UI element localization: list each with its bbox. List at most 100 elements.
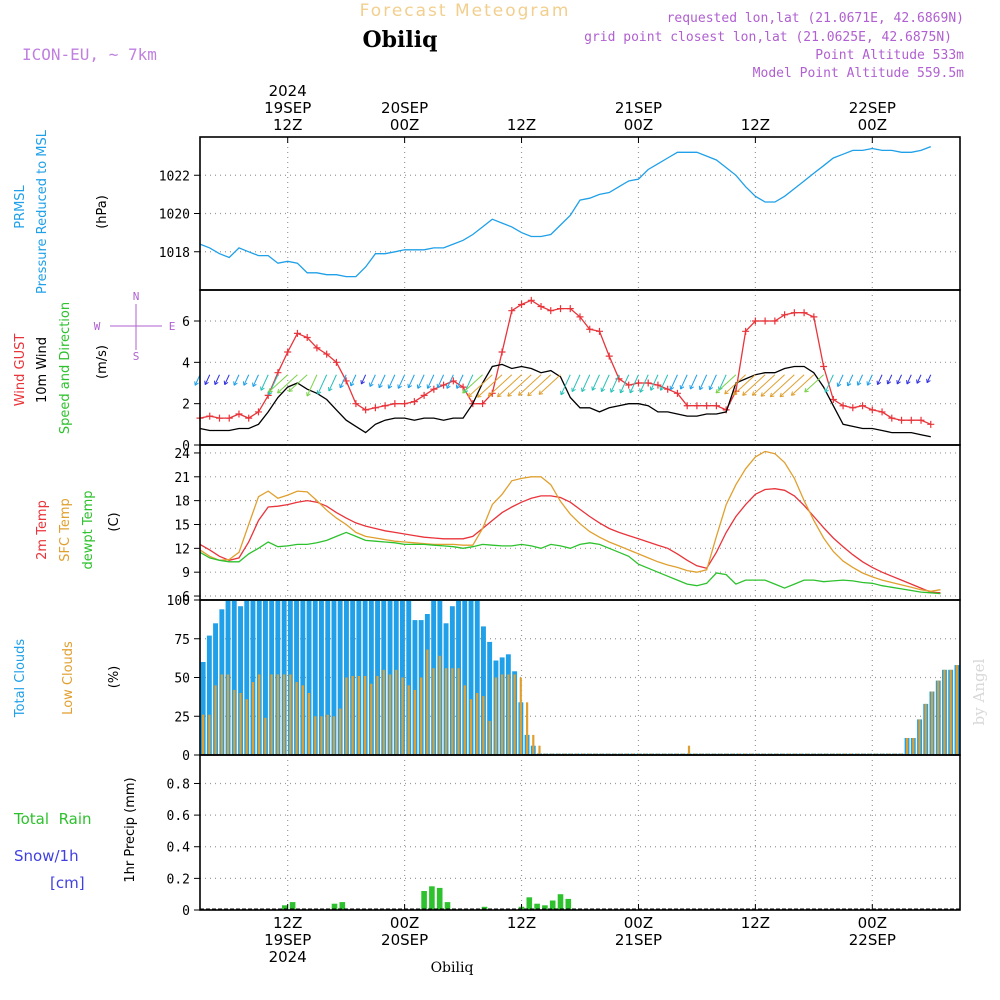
- rain-bar: [429, 886, 435, 910]
- prmsl-label: PRMSL: [13, 184, 28, 228]
- wind-arrow-head: [751, 391, 757, 396]
- wind-arrow-head: [260, 386, 265, 391]
- low-cloud-bar: [413, 689, 416, 755]
- pressure-unit: (hPa): [95, 195, 110, 229]
- wind-arrow-head: [715, 388, 721, 394]
- gust-marker: [849, 404, 857, 412]
- low-cloud-bar: [214, 685, 217, 756]
- wind-10m-label: 10m Wind: [35, 337, 50, 403]
- temp-unit: (C): [107, 512, 122, 531]
- temperature-ytick-label: 21: [174, 471, 190, 486]
- t2m-label: 2m Temp: [35, 500, 50, 560]
- wind-direction-arrow: [268, 374, 289, 393]
- model-label: ICON-EU, ~ 7km: [22, 45, 157, 64]
- wind-arrow-head: [629, 388, 634, 394]
- precip-ytick-label: 0: [182, 904, 190, 919]
- wind-direction-arrow: [779, 374, 805, 398]
- low-cloud-bar: [949, 669, 952, 756]
- low-cloud-bar: [307, 693, 311, 755]
- wind-arrow-head: [698, 385, 704, 391]
- wind-arrow-head: [204, 380, 209, 386]
- low-cloud-bar: [220, 674, 223, 755]
- wind-direction-arrow: [926, 374, 932, 383]
- total-cloud-bar: [319, 600, 324, 755]
- low-cloud-bar: [226, 674, 230, 755]
- requested-coords: requested lon,lat (21.0671E, 42.6869N): [667, 11, 964, 26]
- precip-frame: [199, 754, 961, 911]
- gust-marker: [225, 414, 233, 422]
- wind-arrow-head: [527, 391, 532, 397]
- gust-marker: [878, 408, 886, 416]
- gust-marker: [557, 305, 565, 313]
- clouds-unit: (%): [107, 666, 122, 689]
- low-cloud-bar: [507, 674, 510, 755]
- gust-marker: [391, 400, 399, 408]
- top-time-label: 12Z: [273, 116, 302, 134]
- total-cloud-bar: [406, 600, 412, 755]
- wind-direction-arrow: [437, 374, 445, 389]
- gust-marker: [839, 402, 847, 410]
- wind-direction-arrow: [581, 374, 591, 392]
- low-cloud-bar: [345, 677, 348, 755]
- total-cloud-bar: [200, 662, 206, 755]
- wind-arrow-head: [268, 388, 273, 393]
- clouds-ytick-label: 0: [182, 749, 190, 764]
- wind-arrow-head: [369, 382, 374, 387]
- gust-marker: [800, 309, 808, 317]
- low-cloud-bar: [469, 699, 473, 755]
- gust-marker: [693, 402, 701, 410]
- low-cloud-bar: [270, 674, 273, 755]
- gust-marker: [206, 412, 214, 420]
- total-cloud-bar: [250, 600, 256, 755]
- wind-direction-arrow: [619, 374, 630, 394]
- wind-direction-arrow: [824, 374, 834, 393]
- low-cloud-bar: [202, 714, 205, 755]
- prmsl-desc-label: Pressure Reduced to MSL: [35, 129, 50, 294]
- gust-marker: [615, 375, 623, 383]
- wind-direction-arrow: [571, 374, 581, 392]
- low-cloud-bar: [388, 674, 392, 755]
- wind-arrow-head: [487, 392, 493, 397]
- gust-marker: [761, 317, 769, 325]
- low-cloud-bar: [251, 682, 255, 755]
- rain-bar: [557, 894, 564, 910]
- wind-arrow-head: [760, 392, 766, 397]
- wind-direction-arrow: [518, 374, 542, 396]
- wind-arrow-head: [507, 392, 512, 397]
- low-cloud-bar: [295, 682, 298, 755]
- gust-marker: [907, 416, 915, 424]
- gust-marker: [459, 383, 467, 391]
- wind-arrow-head: [477, 393, 482, 398]
- point-altitude: Point Altitude 533m: [815, 48, 964, 63]
- wind-arrow-head: [769, 392, 775, 398]
- low-cloud-bar: [332, 716, 335, 756]
- total-cloud-bar: [312, 600, 318, 755]
- wind-arrow-head: [708, 385, 714, 391]
- total-cloud-bar: [238, 606, 243, 755]
- wind-arrow-head: [538, 390, 544, 395]
- precip-panel: 0 0.2 0.4 0.6 0.8: [167, 754, 961, 919]
- low-cloud-bar: [382, 669, 385, 756]
- wind-arrow-head: [462, 388, 467, 394]
- wind-direction-arrow: [857, 374, 864, 386]
- wind-ytick-label: 0: [182, 439, 190, 454]
- gust-marker: [742, 327, 750, 335]
- wind-direction-arrow: [194, 374, 201, 386]
- wind-direction-arrow: [497, 374, 522, 398]
- gust-marker: [634, 379, 642, 387]
- bottom-time-label: 12Z: [273, 914, 302, 932]
- top-time-label: 00Z: [624, 116, 653, 134]
- low-cloud-bar: [526, 702, 529, 755]
- rain-bar: [421, 891, 427, 910]
- wind-direction-arrow: [260, 374, 269, 391]
- bottom-time-label: 20SEP: [381, 931, 428, 949]
- low-clouds-label: Low Clouds: [61, 641, 76, 715]
- rain-bar: [549, 900, 556, 910]
- gust-marker: [712, 402, 720, 410]
- wind-direction-arrow: [680, 374, 688, 390]
- wind-direction-arrow: [277, 374, 298, 394]
- wind-direction-arrow: [837, 374, 844, 387]
- wind-arrow-head: [560, 390, 565, 396]
- wind-arrow-head: [277, 388, 282, 394]
